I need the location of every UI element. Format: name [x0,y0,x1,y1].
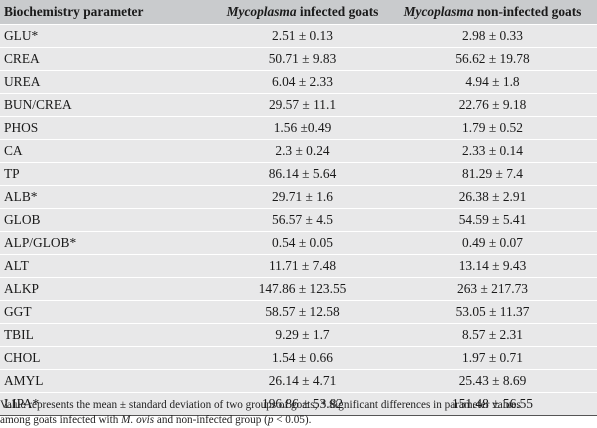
cell-infected: 9.29 ± 1.7 [217,323,388,347]
table-row: GLU* 2.51 ± 0.13 2.98 ± 0.33 [0,24,597,48]
cell-infected: 58.57 ± 12.58 [217,300,388,324]
table-row: ALKP 147.86 ± 123.55 263 ± 217.73 [0,277,597,301]
cell-noninfected: 1.79 ± 0.52 [388,116,597,140]
cell-parameter: ALP/GLOB* [0,231,217,255]
footnote-text-c: < 0.05). [273,413,312,426]
cell-noninfected: 1.97 ± 0.71 [388,346,597,370]
cell-noninfected: 54.59 ± 5.41 [388,208,597,232]
cell-noninfected: 2.33 ± 0.14 [388,139,597,163]
cell-infected: 50.71 ± 9.83 [217,47,388,71]
table-footnote: Value represents the mean ± standard dev… [0,398,597,427]
cell-parameter: ALT [0,254,217,278]
cell-infected: 11.71 ± 7.48 [217,254,388,278]
table-row: GGT 58.57 ± 12.58 53.05 ± 11.37 [0,300,597,324]
table-row: ALP/GLOB* 0.54 ± 0.05 0.49 ± 0.07 [0,231,597,255]
table-row: TP 86.14 ± 5.64 81.29 ± 7.4 [0,162,597,186]
table-row: CA 2.3 ± 0.24 2.33 ± 0.14 [0,139,597,163]
table-row: AMYL 26.14 ± 4.71 25.43 ± 8.69 [0,369,597,393]
cell-infected: 26.14 ± 4.71 [217,369,388,393]
cell-noninfected: 2.98 ± 0.33 [388,24,597,48]
footnote-species: M. ovis [121,413,155,426]
biochemistry-table: Biochemistry parameter Mycoplasma infect… [0,0,597,416]
header-noninfected-italic: Mycoplasma [403,4,474,19]
cell-parameter: CA [0,139,217,163]
table-row: UREA 6.04 ± 2.33 4.94 ± 1.8 [0,70,597,94]
header-noninfected: Mycoplasma non-infected goats [388,0,597,25]
cell-parameter: GLU* [0,24,217,48]
cell-parameter: ALKP [0,277,217,301]
cell-infected: 2.51 ± 0.13 [217,24,388,48]
cell-infected: 29.57 ± 11.1 [217,93,388,117]
footnote-line-2: among goats infected with M. ovis and no… [0,413,597,428]
table-row: LIPA* 196.86 ± 53.82 151.48 ± 56.55 [0,392,597,416]
cell-noninfected: 56.62 ± 19.78 [388,47,597,71]
cell-noninfected: 53.05 ± 11.37 [388,300,597,324]
table-row: CHOL 1.54 ± 0.66 1.97 ± 0.71 [0,346,597,370]
cell-parameter: GGT [0,300,217,324]
cell-parameter: CHOL [0,346,217,370]
cell-parameter: BUN/CREA [0,93,217,117]
cell-parameter: ALB* [0,185,217,209]
cell-parameter: AMYL [0,369,217,393]
header-parameter: Biochemistry parameter [0,0,217,25]
cell-noninfected: 13.14 ± 9.43 [388,254,597,278]
table-row: ALB* 29.71 ± 1.6 26.38 ± 2.91 [0,185,597,209]
table-row: TBIL 9.29 ± 1.7 8.57 ± 2.31 [0,323,597,347]
cell-parameter: TBIL [0,323,217,347]
header-infected: Mycoplasma infected goats [217,0,388,25]
cell-infected: 196.86 ± 53.82 [217,392,388,416]
cell-parameter: UREA [0,70,217,94]
cell-noninfected: 263 ± 217.73 [388,277,597,301]
header-noninfected-rest: non-infected goats [473,4,582,19]
cell-noninfected: 0.49 ± 0.07 [388,231,597,255]
cell-noninfected: 151.48 ± 56.55 [388,392,597,416]
header-infected-italic: Mycoplasma [226,4,297,19]
table-row: ALT 11.71 ± 7.48 13.14 ± 9.43 [0,254,597,278]
cell-infected: 147.86 ± 123.55 [217,277,388,301]
table-row: BUN/CREA 29.57 ± 11.1 22.76 ± 9.18 [0,93,597,117]
cell-parameter: CREA [0,47,217,71]
footnote-p: p [267,413,274,426]
cell-infected: 6.04 ± 2.33 [217,70,388,94]
cell-noninfected: 4.94 ± 1.8 [388,70,597,94]
cell-infected: 29.71 ± 1.6 [217,185,388,209]
footnote-text-b: and non-infected group ( [154,413,268,426]
table-header-row: Biochemistry parameter Mycoplasma infect… [0,0,597,25]
cell-noninfected: 81.29 ± 7.4 [388,162,597,186]
table-row: GLOB 56.57 ± 4.5 54.59 ± 5.41 [0,208,597,232]
cell-infected: 86.14 ± 5.64 [217,162,388,186]
cell-noninfected: 25.43 ± 8.69 [388,369,597,393]
cell-noninfected: 22.76 ± 9.18 [388,93,597,117]
cell-infected: 56.57 ± 4.5 [217,208,388,232]
cell-infected: 2.3 ± 0.24 [217,139,388,163]
cell-parameter: TP [0,162,217,186]
header-infected-rest: infected goats [296,4,379,19]
cell-parameter: GLOB [0,208,217,232]
footnote-line-1: Value represents the mean ± standard dev… [0,399,521,411]
footnote-text-a: among goats infected with [0,413,122,426]
cell-parameter: PHOS [0,116,217,140]
cell-parameter: LIPA* [0,392,217,416]
cell-infected: 1.56 ±0.49 [217,116,388,140]
table-row: PHOS 1.56 ±0.49 1.79 ± 0.52 [0,116,597,140]
table-row: CREA 50.71 ± 9.83 56.62 ± 19.78 [0,47,597,71]
cell-infected: 1.54 ± 0.66 [217,346,388,370]
cell-noninfected: 26.38 ± 2.91 [388,185,597,209]
cell-infected: 0.54 ± 0.05 [217,231,388,255]
cell-noninfected: 8.57 ± 2.31 [388,323,597,347]
